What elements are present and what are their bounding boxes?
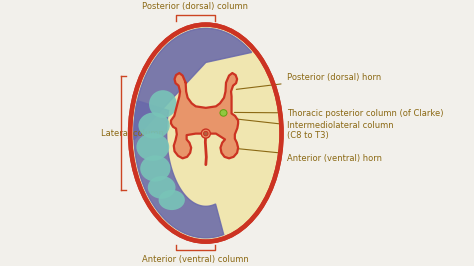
Ellipse shape bbox=[159, 190, 185, 210]
Text: Anterior (ventral) column: Anterior (ventral) column bbox=[142, 255, 248, 264]
Ellipse shape bbox=[149, 90, 177, 118]
Text: Thoracic posterior column (of Clarke): Thoracic posterior column (of Clarke) bbox=[234, 109, 443, 118]
Ellipse shape bbox=[137, 133, 169, 161]
Ellipse shape bbox=[148, 176, 175, 199]
Text: Lateral column: Lateral column bbox=[101, 128, 164, 138]
Ellipse shape bbox=[220, 110, 227, 116]
Circle shape bbox=[201, 129, 210, 138]
Circle shape bbox=[203, 131, 208, 136]
Text: Posterior (dorsal) horn: Posterior (dorsal) horn bbox=[237, 73, 381, 89]
Ellipse shape bbox=[140, 155, 171, 182]
Polygon shape bbox=[134, 101, 224, 238]
Text: Posterior (dorsal) column: Posterior (dorsal) column bbox=[142, 2, 248, 11]
Text: Intermediolateral column
(C8 to T3): Intermediolateral column (C8 to T3) bbox=[234, 119, 393, 140]
Text: Anterior (ventral) horn: Anterior (ventral) horn bbox=[237, 148, 382, 163]
Ellipse shape bbox=[138, 113, 170, 139]
Ellipse shape bbox=[130, 24, 282, 242]
Polygon shape bbox=[171, 73, 238, 158]
Polygon shape bbox=[134, 28, 252, 140]
